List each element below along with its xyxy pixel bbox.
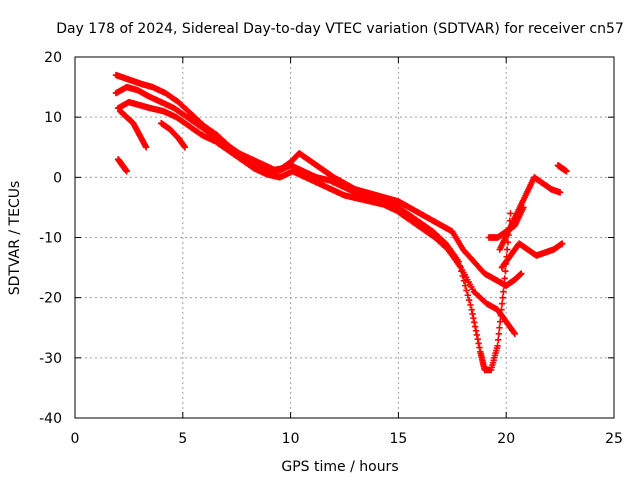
y-tick-label: -40 [39,411,62,427]
data-point [470,314,477,322]
series-track-j [554,162,570,175]
data-point [474,335,481,343]
data-point [496,318,504,325]
x-tick-label: 0 [71,431,80,447]
y-tick-label: -10 [39,231,62,247]
data-point [475,340,482,347]
data-point [123,168,130,175]
data-point [496,324,503,331]
series-track-h [496,174,564,253]
x-tick-label: 10 [282,431,300,447]
series-track-c [114,98,519,337]
data-point [501,275,508,282]
series-track-e [114,156,130,175]
data-point [500,288,507,295]
y-tick-label: 10 [44,110,62,126]
data-point [563,168,570,175]
data-point [465,296,473,304]
y-axis-label: SDTVAR / TECUs [7,181,23,296]
x-tick-label: 15 [389,431,407,447]
data-point [460,277,468,285]
data-point [511,330,519,337]
data-point [462,282,469,289]
data-point [476,344,483,351]
data-point [464,292,472,299]
data-point [495,336,502,343]
data-point [510,329,518,336]
x-tick-label: 5 [178,431,187,447]
data-point [471,323,479,330]
data-point [467,301,474,309]
data-point [507,210,514,217]
y-tick-label: -20 [39,291,62,307]
data-point [494,342,501,349]
data-point [498,300,506,307]
chart-title: Day 178 of 2024, Sidereal Day-to-day VTE… [56,21,624,37]
data-point [468,306,475,313]
series-track-f [158,119,189,151]
data-point [469,310,476,318]
x-tick-label: 20 [497,431,515,447]
data-point [472,327,480,334]
series-track-g [498,240,566,271]
data-point [463,287,470,294]
axis-ticks: 0 5 10 15 20 25 -40 -30 -20 -10 0 10 20 [39,50,623,447]
data-point [142,144,150,151]
data-points [112,71,570,374]
x-tick-label: 25 [605,431,623,447]
series-track-i [485,204,527,241]
data-point [520,204,527,211]
y-tick-label: 20 [44,50,62,66]
data-point [518,270,525,277]
series-track-d [117,107,150,151]
data-point [181,144,189,151]
data-point [495,330,503,337]
y-tick-label: -30 [39,351,62,367]
x-axis-label: GPS time / hours [281,459,398,475]
y-tick-label: 0 [53,170,62,186]
data-point [500,282,508,289]
data-point [502,267,509,275]
data-point [499,294,506,301]
series-track-b [112,83,514,374]
data-point [556,189,564,196]
data-point [559,240,566,247]
data-point [471,319,478,326]
data-point [504,246,511,253]
data-point [473,331,481,339]
